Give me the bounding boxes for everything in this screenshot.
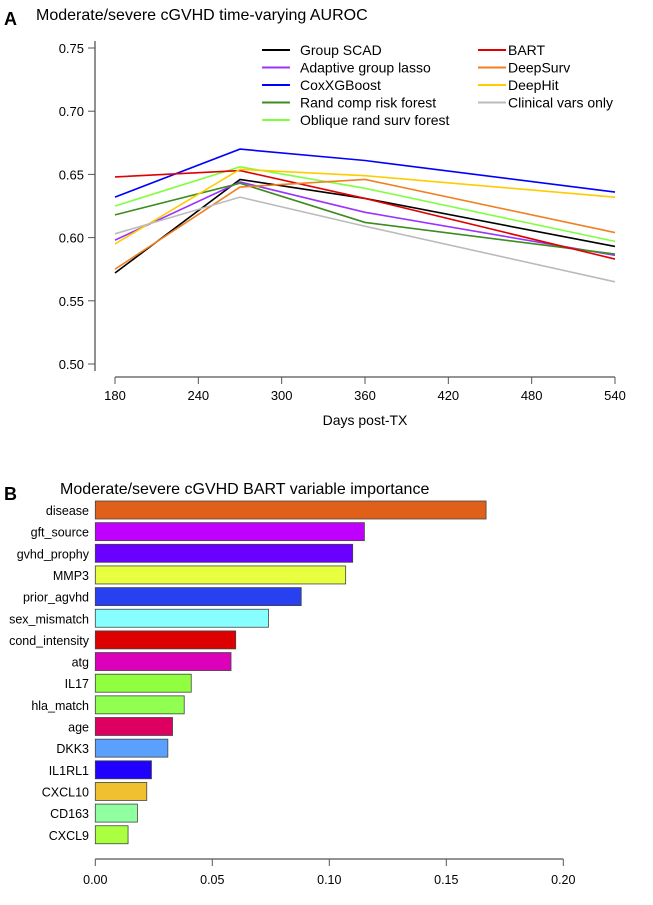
bar-sex-mismatch bbox=[94, 608, 269, 628]
series-line-deepsurv bbox=[114, 178, 616, 270]
x-tick-label: 480 bbox=[521, 388, 543, 403]
legend-label: Clinical vars only bbox=[508, 95, 613, 111]
series-line-adaptive-group-lasso bbox=[114, 181, 616, 257]
series-line-bart bbox=[114, 169, 616, 260]
series-line-oblique-rand-surv-forest bbox=[114, 165, 616, 243]
legend-label: Adaptive group lasso bbox=[300, 60, 431, 76]
y-tick-label: 0.75 bbox=[59, 41, 84, 56]
x-tick-label: 180 bbox=[104, 388, 126, 403]
y-tick-label: 0.60 bbox=[59, 231, 84, 246]
bar-label: CXCL10 bbox=[42, 785, 89, 799]
bar-hla-match bbox=[94, 695, 185, 715]
x-tick-label: 0.05 bbox=[200, 873, 224, 887]
chart-a: 0.50 0.55 0.60 0.65 0.70 0.75 180 240 300 360 420 4… bbox=[59, 41, 626, 403]
bar-age bbox=[94, 717, 173, 736]
x-tick-label: 0.10 bbox=[317, 873, 341, 887]
bar-cond-intensity bbox=[94, 630, 237, 650]
bar-label: DKK3 bbox=[56, 742, 89, 756]
chart-a-title: Moderate/severe cGVHD time-varying AUROC bbox=[36, 7, 368, 24]
chart-a-xlabel: Days post-TX bbox=[323, 412, 408, 428]
bar-dkk3 bbox=[94, 738, 169, 758]
bar-label: cond_intensity bbox=[9, 634, 90, 648]
legend-label: CoxXGBoost bbox=[300, 77, 381, 93]
bar-gvhd-prophy bbox=[94, 543, 354, 563]
bar-label: disease bbox=[46, 504, 89, 518]
legend-label: DeepHit bbox=[508, 77, 559, 93]
bar-gft-source bbox=[94, 522, 365, 542]
y-tick-label: 0.65 bbox=[59, 167, 84, 182]
x-tick-label: 0.00 bbox=[83, 873, 107, 887]
series-line-clinical-vars-only bbox=[114, 196, 616, 283]
bar-label: MMP3 bbox=[53, 569, 89, 583]
legend-label: Oblique rand surv forest bbox=[300, 112, 450, 128]
chart-b: disease gft_source gvhd_prophy MMP3 prior_ag… bbox=[9, 500, 576, 887]
bar-label: CXCL9 bbox=[49, 829, 89, 843]
legend-label: Rand comp risk forest bbox=[300, 95, 436, 111]
legend-label: BART bbox=[508, 42, 546, 58]
bar-label: IL1RL1 bbox=[49, 764, 89, 778]
bar-label: gvhd_prophy bbox=[17, 547, 90, 561]
bar-label: sex_mismatch bbox=[9, 612, 89, 626]
x-tick-label: 0.20 bbox=[551, 873, 575, 887]
bar-mmp3 bbox=[94, 565, 347, 585]
series-line-rand-comp-risk-forest bbox=[114, 182, 616, 255]
x-tick-label: 420 bbox=[437, 388, 459, 403]
series-line-deephit bbox=[114, 168, 616, 245]
x-tick-label: 300 bbox=[271, 388, 293, 403]
bar-label: CD163 bbox=[50, 807, 89, 821]
bar-il17 bbox=[94, 673, 192, 693]
bar-prior-agvhd bbox=[94, 587, 302, 606]
legend-label: Group SCAD bbox=[300, 42, 382, 58]
bar-label: IL17 bbox=[65, 677, 89, 691]
y-tick-label: 0.55 bbox=[59, 294, 84, 309]
bar-label: age bbox=[68, 721, 89, 735]
panel-label-b: B bbox=[4, 484, 17, 504]
x-tick-label: 240 bbox=[187, 388, 209, 403]
x-tick-label: 0.15 bbox=[434, 873, 458, 887]
bar-cxcl10 bbox=[94, 782, 148, 801]
bar-label: atg bbox=[72, 656, 89, 670]
y-tick-label: 0.70 bbox=[59, 104, 84, 119]
bar-cxcl9 bbox=[94, 825, 129, 845]
bar-disease bbox=[94, 500, 487, 520]
y-tick-label: 0.50 bbox=[59, 357, 84, 372]
panel-label-a: A bbox=[4, 9, 17, 29]
series-line-group-scad bbox=[114, 178, 616, 274]
x-tick-label: 360 bbox=[354, 388, 376, 403]
bar-label: gft_source bbox=[31, 526, 89, 540]
x-tick-label: 540 bbox=[604, 388, 626, 403]
bar-label: prior_agvhd bbox=[23, 591, 89, 605]
bar-cd163 bbox=[94, 803, 138, 823]
legend-label: DeepSurv bbox=[508, 60, 570, 76]
bar-il1rl1 bbox=[94, 760, 152, 780]
bar-label: hla_match bbox=[31, 699, 89, 713]
bar-atg bbox=[94, 652, 232, 671]
chart-b-title: Moderate/severe cGVHD BART variable impo… bbox=[60, 481, 429, 498]
